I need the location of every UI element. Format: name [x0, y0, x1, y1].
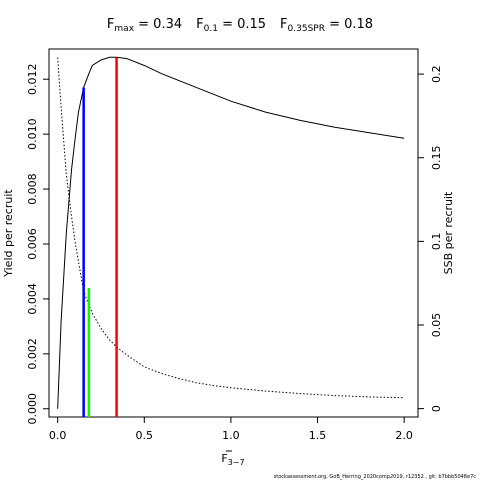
- y-right-tick-label: 0.2: [430, 65, 443, 83]
- title-value: = 0.15: [218, 17, 266, 32]
- y-left-tick-label: 0.012: [26, 63, 39, 95]
- chart-title: Fmax = 0.34 F0.1 = 0.15 F0.35SPR = 0.18: [107, 17, 373, 34]
- y-axis-left-title: Yield per recruit: [2, 189, 15, 278]
- title-part: F: [196, 17, 203, 32]
- y-left-tick-label: 0.004: [26, 283, 39, 315]
- x-axis-title: F3−7: [221, 452, 244, 467]
- title-part: F: [280, 17, 287, 32]
- title-subscript: 0.1: [204, 24, 218, 34]
- x-tick-label: 1.5: [309, 429, 327, 442]
- y-right-tick-label: 0.1: [430, 233, 443, 251]
- x-axis: 0.0 0.5 1.0 1.5 2.0: [49, 417, 413, 442]
- title-subscript: 0.35SPR: [288, 24, 325, 34]
- title-value: = 0.34: [134, 17, 182, 32]
- x-tick-label: 0.5: [136, 429, 154, 442]
- y-right-tick-label: 0: [430, 405, 443, 412]
- y-left-tick-label: 0.006: [26, 228, 39, 260]
- plot-frame: [48, 48, 419, 418]
- y-left-tick-label: 0.000: [26, 393, 39, 425]
- y-left-tick-label: 0.008: [26, 173, 39, 205]
- y-axis-left: 0.000 0.002 0.004 0.006 0.008 0.010 0.012: [26, 63, 49, 425]
- x-title-symbol: F: [221, 452, 227, 465]
- x-title-subscript: 3−7: [228, 458, 245, 467]
- footer-text: stockassessment.org, GoB_Herring_2020com…: [274, 474, 477, 480]
- x-tick-label: 1.0: [222, 429, 240, 442]
- y-left-tick-label: 0.002: [26, 338, 39, 370]
- title-part: F: [107, 17, 114, 32]
- y-axis-right-title: SSB per recruit: [442, 191, 455, 274]
- y-right-tick-label: 0.05: [430, 313, 443, 338]
- ssb-per-recruit-line: [57, 57, 405, 399]
- x-tick-label: 2.0: [395, 429, 413, 442]
- title-value: = 0.18: [325, 17, 373, 32]
- series-group: [57, 56, 405, 409]
- x-tick-label: 0.0: [49, 429, 67, 442]
- y-left-tick-label: 0.010: [26, 118, 39, 150]
- yield-per-recruit-line: [57, 56, 405, 409]
- reference-lines: [82, 57, 118, 417]
- y-axis-right: 0 0.05 0.1 0.15 0.2: [418, 65, 443, 412]
- y-right-tick-label: 0.15: [430, 145, 443, 170]
- title-subscript: max: [114, 24, 134, 34]
